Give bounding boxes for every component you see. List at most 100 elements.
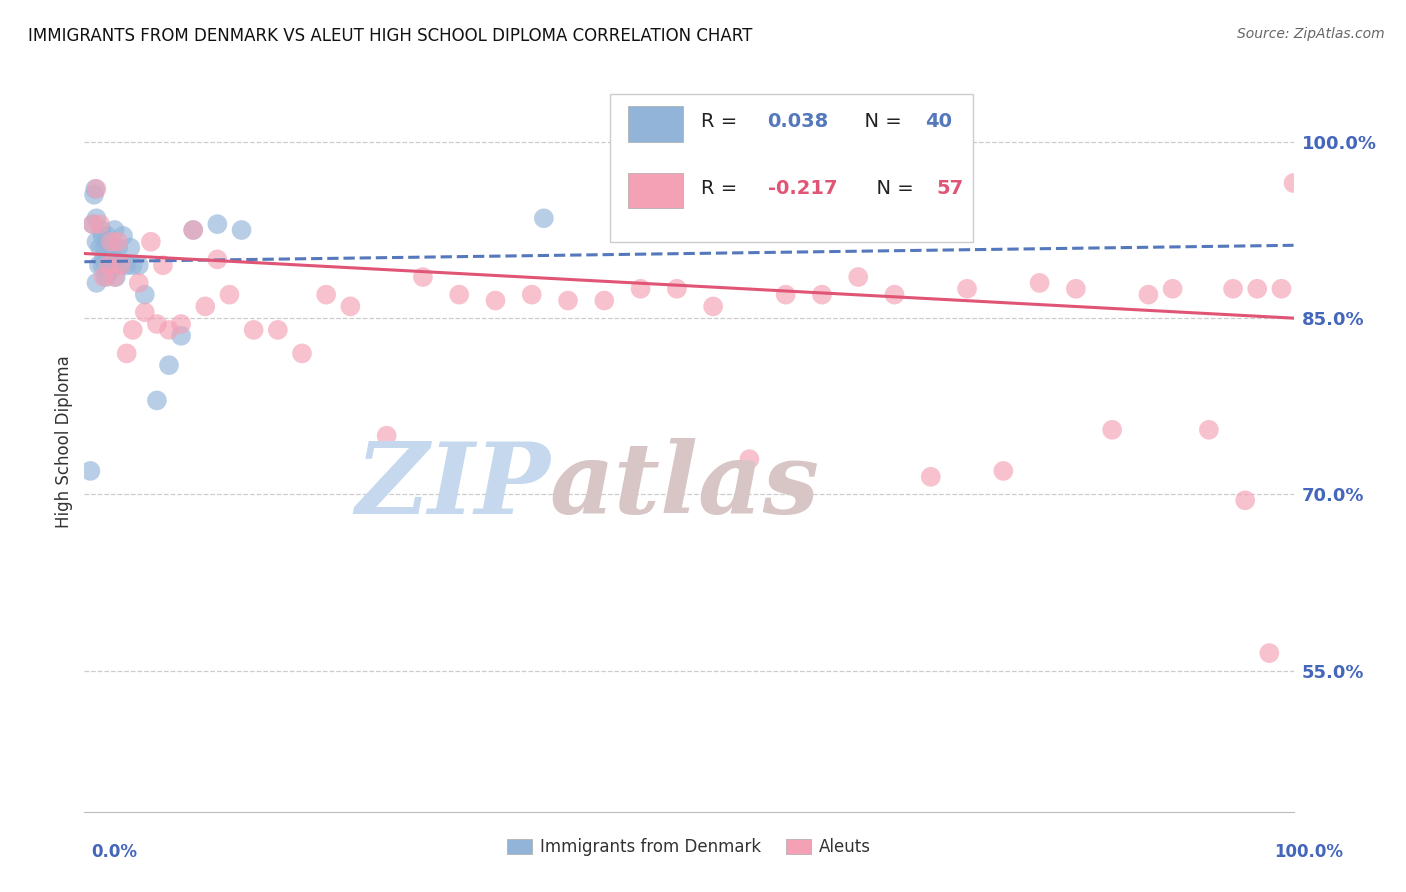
Point — [146, 393, 169, 408]
Point — [86, 276, 108, 290]
Point — [98, 264, 121, 278]
Point — [94, 241, 117, 255]
Point — [665, 282, 688, 296]
Point — [83, 187, 105, 202]
Point — [104, 223, 127, 237]
Point — [315, 287, 337, 301]
Point — [107, 235, 129, 249]
Point — [101, 258, 124, 272]
Point — [104, 270, 127, 285]
Point — [484, 293, 506, 308]
Point — [846, 270, 869, 285]
Point — [170, 328, 193, 343]
Point — [533, 211, 555, 226]
Point — [103, 241, 125, 255]
Point — [449, 287, 471, 301]
Point — [738, 452, 761, 467]
Point — [1258, 646, 1281, 660]
Point — [115, 346, 138, 360]
Point — [110, 258, 132, 272]
Point — [1064, 282, 1087, 296]
Point — [775, 287, 797, 301]
Point — [1161, 282, 1184, 296]
Point — [993, 464, 1015, 478]
Point — [91, 258, 114, 272]
FancyBboxPatch shape — [628, 106, 683, 142]
Text: IMMIGRANTS FROM DENMARK VS ALEUT HIGH SCHOOL DIPLOMA CORRELATION CHART: IMMIGRANTS FROM DENMARK VS ALEUT HIGH SC… — [28, 27, 752, 45]
Point — [1198, 423, 1220, 437]
Point — [146, 317, 169, 331]
Text: N =: N = — [852, 112, 908, 131]
Point — [97, 235, 120, 249]
Point — [104, 252, 127, 267]
Point — [630, 282, 652, 296]
Point — [97, 258, 120, 272]
Point — [86, 211, 108, 226]
Point — [181, 223, 204, 237]
Point — [1234, 493, 1257, 508]
Point — [79, 464, 101, 478]
Point — [89, 217, 111, 231]
Point — [412, 270, 434, 285]
Point — [157, 323, 180, 337]
Point — [86, 182, 108, 196]
FancyBboxPatch shape — [610, 94, 973, 242]
Text: R =: R = — [702, 112, 744, 131]
Y-axis label: High School Diploma: High School Diploma — [55, 355, 73, 528]
Text: 100.0%: 100.0% — [1274, 843, 1343, 861]
Point — [91, 228, 114, 243]
Text: 0.0%: 0.0% — [91, 843, 138, 861]
Point — [1222, 282, 1244, 296]
Point — [94, 270, 117, 285]
FancyBboxPatch shape — [628, 173, 683, 209]
Point — [121, 258, 143, 272]
Point — [86, 235, 108, 249]
Text: -0.217: -0.217 — [768, 178, 837, 198]
Point — [89, 241, 111, 255]
Point — [339, 299, 361, 313]
Text: 0.038: 0.038 — [768, 112, 828, 131]
Point — [93, 252, 115, 267]
Point — [90, 223, 112, 237]
Point — [242, 323, 264, 337]
Text: Source: ZipAtlas.com: Source: ZipAtlas.com — [1237, 27, 1385, 41]
Point — [115, 258, 138, 272]
Point — [152, 258, 174, 272]
Point — [520, 287, 543, 301]
Point — [920, 470, 942, 484]
Point — [112, 228, 135, 243]
Text: N =: N = — [865, 178, 921, 198]
Point — [218, 287, 240, 301]
Point — [267, 323, 290, 337]
Point — [100, 246, 122, 260]
Point — [134, 305, 156, 319]
Point — [121, 323, 143, 337]
Point — [82, 217, 104, 231]
Point — [593, 293, 616, 308]
Point — [702, 299, 724, 313]
Point — [194, 299, 217, 313]
Point — [207, 217, 229, 231]
Point — [207, 252, 229, 267]
Point — [128, 258, 150, 272]
Point — [100, 235, 122, 249]
Point — [956, 282, 979, 296]
Point — [96, 228, 118, 243]
Point — [93, 270, 115, 285]
Point — [883, 287, 905, 301]
Point — [157, 358, 180, 372]
Point — [134, 287, 156, 301]
Point — [84, 182, 107, 196]
Text: 57: 57 — [936, 178, 965, 198]
Point — [87, 258, 110, 272]
Text: atlas: atlas — [550, 438, 820, 534]
Point — [1101, 423, 1123, 437]
Text: 40: 40 — [925, 112, 952, 131]
Point — [291, 346, 314, 360]
Text: ZIP: ZIP — [354, 438, 550, 534]
Point — [97, 258, 120, 272]
Point — [170, 317, 193, 331]
Point — [231, 223, 253, 237]
Legend: Immigrants from Denmark, Aleuts: Immigrants from Denmark, Aleuts — [501, 831, 877, 863]
Point — [1137, 287, 1160, 301]
